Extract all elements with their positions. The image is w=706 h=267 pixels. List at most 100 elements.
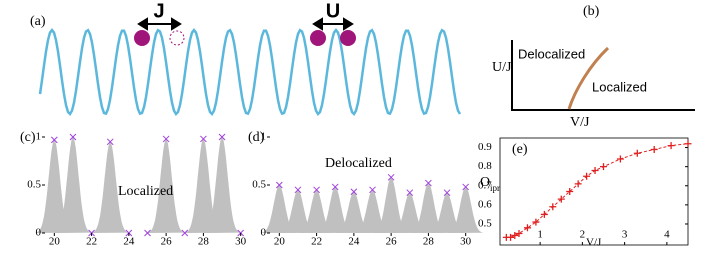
region-label: Localized	[592, 79, 647, 94]
axes	[511, 40, 695, 111]
peak	[147, 138, 185, 233]
marker	[633, 149, 641, 157]
y-tick-label: 0.9	[478, 141, 492, 153]
marker	[144, 229, 151, 237]
x-tick-label: 4	[664, 229, 670, 241]
x-tick-label: 26	[161, 236, 173, 248]
atom	[340, 30, 356, 46]
x-tick-label: 3	[622, 229, 628, 241]
marker	[667, 142, 675, 150]
x-tick-label: 28	[198, 236, 210, 248]
peak	[316, 186, 354, 233]
line	[506, 143, 689, 238]
marker	[275, 181, 283, 189]
y-tick-label: 0.5	[478, 218, 492, 230]
marker	[583, 172, 591, 180]
marker	[162, 135, 170, 143]
x-tick-label: 20	[49, 236, 61, 248]
marker	[425, 179, 432, 187]
peak	[260, 185, 298, 233]
arrows	[137, 17, 354, 31]
marker	[540, 210, 548, 218]
x-tick-label: 22	[86, 236, 97, 248]
lattice-potential	[38, 27, 462, 117]
marker	[462, 183, 470, 191]
marker	[443, 189, 451, 197]
atom	[310, 30, 326, 46]
x-tick-label: 1	[537, 229, 543, 241]
marker	[532, 218, 540, 226]
y-tick-label: 0	[36, 227, 42, 239]
marker	[650, 145, 658, 153]
peak	[409, 183, 447, 233]
x-tick-label: 30	[460, 236, 472, 248]
axis-label: U/J	[492, 60, 512, 75]
x-tick-label: 24	[123, 236, 135, 248]
atom	[134, 30, 150, 46]
marker	[50, 136, 58, 144]
marker	[331, 183, 339, 191]
x-tick-label: 28	[423, 236, 435, 248]
marker	[574, 180, 582, 188]
peak	[203, 137, 241, 233]
marker	[350, 188, 358, 196]
annotation: Delocalized	[325, 156, 392, 171]
peak	[447, 186, 485, 233]
panel-label: (d)	[248, 130, 265, 145]
marker	[684, 140, 692, 148]
marker	[600, 163, 608, 171]
x-axis-label: V/J	[586, 237, 602, 249]
marker	[200, 135, 207, 143]
peak	[279, 189, 317, 233]
phase-boundary	[567, 46, 610, 110]
marker	[218, 133, 226, 141]
peak	[54, 137, 92, 233]
plot-frame	[499, 137, 689, 246]
marker	[511, 231, 519, 239]
panel-label: (e)	[512, 142, 528, 157]
marker	[549, 203, 557, 211]
peak	[35, 139, 73, 233]
marker	[591, 166, 599, 174]
marker	[181, 229, 189, 237]
empty-site	[169, 30, 185, 46]
x-tick-label: 24	[348, 236, 360, 248]
region-label: Delocalized	[518, 46, 585, 61]
y-tick-label: 0.6	[478, 198, 492, 210]
panel-label: (c)	[20, 130, 36, 145]
y-tick-label: 0.7	[478, 179, 492, 191]
interaction-label: U	[326, 0, 340, 22]
x-tick-label: 22	[311, 236, 322, 248]
x-tick-label: 20	[274, 236, 286, 248]
y-axis-label: O	[480, 175, 490, 190]
marker	[557, 195, 565, 203]
y-tick-label: 0.5	[252, 179, 266, 191]
y-axis-label-sub: ipr	[490, 183, 500, 193]
y-tick-label: 1	[36, 131, 42, 143]
marker	[106, 138, 114, 146]
marker	[507, 233, 515, 241]
marker	[69, 133, 77, 141]
y-tick-label: 0.8	[478, 160, 492, 172]
axis-label: V/J	[570, 115, 590, 130]
marker	[406, 189, 414, 197]
peak	[372, 177, 410, 233]
marker	[616, 155, 624, 163]
hop-label: J	[153, 0, 164, 22]
panel-label: (a)	[30, 14, 46, 29]
marker	[387, 173, 395, 181]
y-tick-label: 1	[261, 131, 267, 143]
x-tick-label: 2	[580, 229, 586, 241]
marker	[523, 224, 531, 232]
y-tick-label: 0.5	[27, 179, 41, 191]
annotation: Localized	[118, 184, 173, 199]
marker	[294, 186, 302, 194]
marker	[515, 230, 523, 238]
marker	[566, 188, 574, 195]
marker	[369, 186, 376, 194]
peak	[91, 141, 129, 233]
y-tick-label: 0	[261, 227, 267, 239]
x-tick-label: 26	[386, 236, 398, 248]
x-tick-label: 30	[235, 236, 247, 248]
